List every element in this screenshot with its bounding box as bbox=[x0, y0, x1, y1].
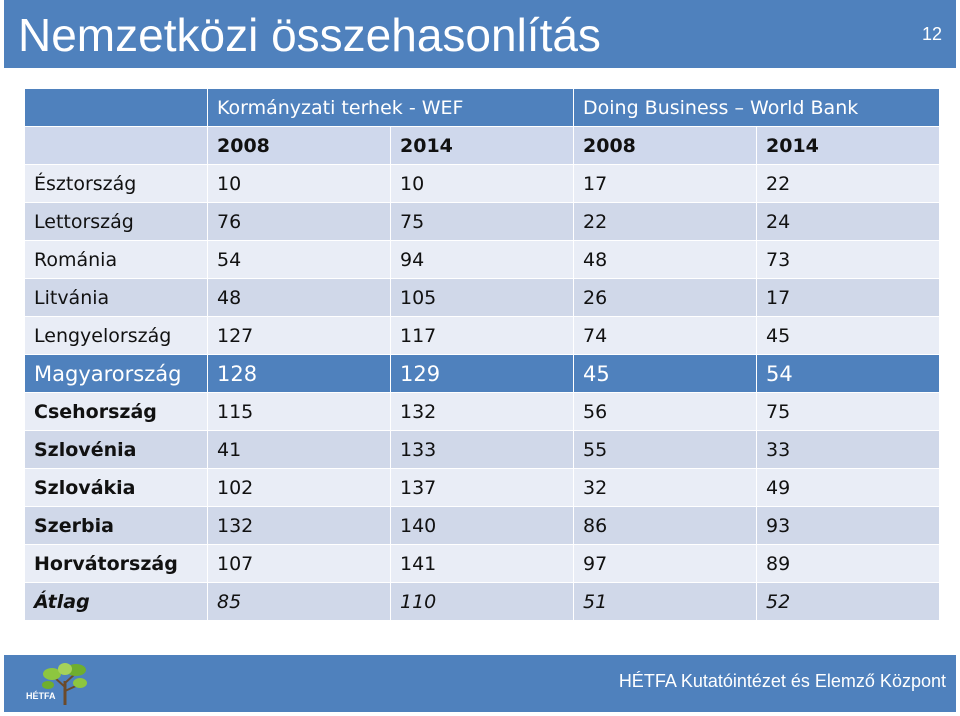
value-cell: 102 bbox=[207, 468, 391, 507]
value-cell: 132 bbox=[207, 506, 391, 545]
value-cell: 97 bbox=[573, 544, 757, 583]
value-cell: 141 bbox=[390, 544, 574, 583]
value-cell: 41 bbox=[207, 430, 391, 469]
value-cell: 107 bbox=[207, 544, 391, 583]
country-cell: Litvánia bbox=[24, 278, 208, 317]
table-row: Horvátország 107 141 97 89 bbox=[24, 544, 940, 583]
value-cell: 48 bbox=[573, 240, 757, 279]
value-cell: 32 bbox=[573, 468, 757, 507]
value-cell: 94 bbox=[390, 240, 574, 279]
value-cell: 93 bbox=[756, 506, 940, 545]
country-cell: Horvátország bbox=[24, 544, 208, 583]
value-cell: 17 bbox=[573, 164, 757, 203]
value-cell: 129 bbox=[390, 354, 574, 393]
country-cell: Észtország bbox=[24, 164, 208, 203]
value-cell: 132 bbox=[390, 392, 574, 431]
group-header-row: Kormányzati terhek - WEF Doing Business … bbox=[24, 88, 940, 127]
corner-cell bbox=[24, 88, 208, 127]
table-row: Szlovénia 41 133 55 33 bbox=[24, 430, 940, 469]
value-cell: 74 bbox=[573, 316, 757, 355]
value-cell: 55 bbox=[573, 430, 757, 469]
year-corner-cell bbox=[24, 126, 208, 165]
value-cell: 33 bbox=[756, 430, 940, 469]
group-header-wef: Kormányzati terhek - WEF bbox=[207, 88, 574, 127]
value-cell: 110 bbox=[390, 582, 574, 621]
table-row: Észtország 10 10 17 22 bbox=[24, 164, 940, 203]
country-cell: Magyarország bbox=[24, 354, 208, 393]
logo-text: HÉTFA bbox=[26, 691, 56, 701]
table-row: Magyarország 128 129 45 54 bbox=[24, 354, 940, 393]
value-cell: 45 bbox=[573, 354, 757, 393]
table-row: Csehország 115 132 56 75 bbox=[24, 392, 940, 431]
table-row: Átlag 85 110 51 52 bbox=[24, 582, 940, 621]
value-cell: 86 bbox=[573, 506, 757, 545]
table-row: Szerbia 132 140 86 93 bbox=[24, 506, 940, 545]
value-cell: 45 bbox=[756, 316, 940, 355]
value-cell: 137 bbox=[390, 468, 574, 507]
value-cell: 10 bbox=[207, 164, 391, 203]
value-cell: 128 bbox=[207, 354, 391, 393]
table-row: Szlovákia 102 137 32 49 bbox=[24, 468, 940, 507]
country-cell: Csehország bbox=[24, 392, 208, 431]
value-cell: 105 bbox=[390, 278, 574, 317]
value-cell: 75 bbox=[756, 392, 940, 431]
value-cell: 26 bbox=[573, 278, 757, 317]
table-row: Románia 54 94 48 73 bbox=[24, 240, 940, 279]
slide-number: 12 bbox=[921, 24, 942, 44]
value-cell: 17 bbox=[756, 278, 940, 317]
value-cell: 24 bbox=[756, 202, 940, 241]
country-cell: Románia bbox=[24, 240, 208, 279]
year-header-row: 2008 2014 2008 2014 bbox=[24, 126, 940, 165]
table-body: Észtország 10 10 17 22 Lettország 76 75 22 24 Romá… bbox=[24, 164, 940, 621]
value-cell: 76 bbox=[207, 202, 391, 241]
year-header: 2014 bbox=[390, 126, 574, 165]
country-cell: Lengyelország bbox=[24, 316, 208, 355]
value-cell: 85 bbox=[207, 582, 391, 621]
value-cell: 73 bbox=[756, 240, 940, 279]
table-row: Litvánia 48 105 26 17 bbox=[24, 278, 940, 317]
footer-bar: HÉTFA HÉTFA Kutatóintézet és Elemző Közp… bbox=[4, 655, 956, 712]
value-cell: 51 bbox=[573, 582, 757, 621]
year-header: 2008 bbox=[207, 126, 391, 165]
country-cell: Lettország bbox=[24, 202, 208, 241]
table-row: Lettország 76 75 22 24 bbox=[24, 202, 940, 241]
country-cell: Szlovénia bbox=[24, 430, 208, 469]
value-cell: 127 bbox=[207, 316, 391, 355]
value-cell: 89 bbox=[756, 544, 940, 583]
value-cell: 10 bbox=[390, 164, 574, 203]
value-cell: 22 bbox=[756, 164, 940, 203]
value-cell: 52 bbox=[756, 582, 940, 621]
hetfa-logo-icon bbox=[42, 663, 87, 705]
year-header: 2008 bbox=[573, 126, 757, 165]
value-cell: 75 bbox=[390, 202, 574, 241]
footer-organization: HÉTFA Kutatóintézet és Elemző Központ bbox=[618, 671, 946, 691]
group-header-doing-business: Doing Business – World Bank bbox=[573, 88, 940, 127]
value-cell: 140 bbox=[390, 506, 574, 545]
value-cell: 48 bbox=[207, 278, 391, 317]
value-cell: 54 bbox=[207, 240, 391, 279]
value-cell: 49 bbox=[756, 468, 940, 507]
comparison-table: Kormányzati terhek - WEF Doing Business … bbox=[24, 88, 940, 621]
value-cell: 56 bbox=[573, 392, 757, 431]
year-header: 2014 bbox=[756, 126, 940, 165]
value-cell: 54 bbox=[756, 354, 940, 393]
value-cell: 22 bbox=[573, 202, 757, 241]
title-bar: Nemzetközi összehasonlítás 12 bbox=[4, 0, 956, 68]
page-title: Nemzetközi összehasonlítás bbox=[18, 9, 601, 61]
value-cell: 115 bbox=[207, 392, 391, 431]
country-cell: Szlovákia bbox=[24, 468, 208, 507]
country-cell: Szerbia bbox=[24, 506, 208, 545]
country-cell: Átlag bbox=[24, 582, 208, 621]
value-cell: 117 bbox=[390, 316, 574, 355]
value-cell: 133 bbox=[390, 430, 574, 469]
table-row: Lengyelország 127 117 74 45 bbox=[24, 316, 940, 355]
